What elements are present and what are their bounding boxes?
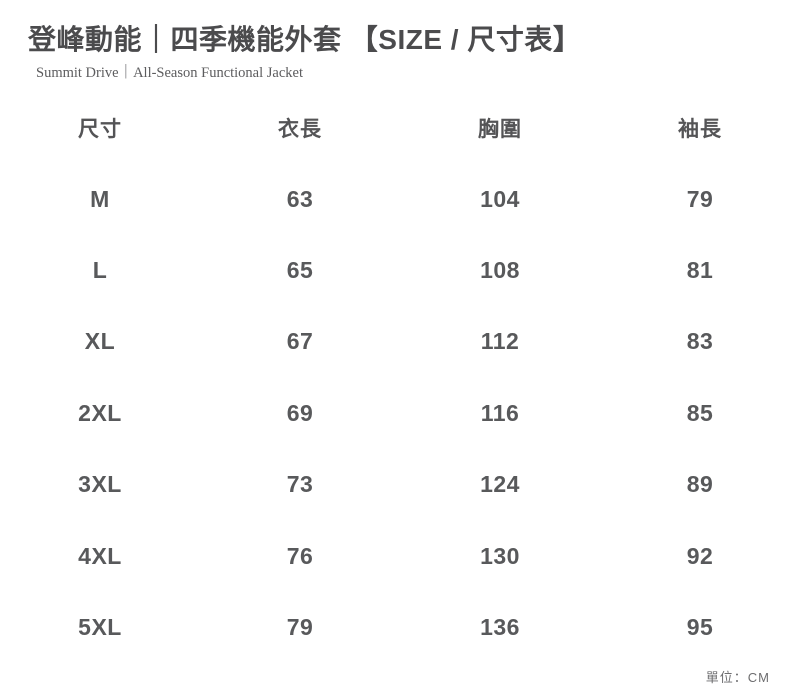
chest-value: 104 — [480, 185, 520, 212]
sleeve-value: 92 — [686, 542, 714, 569]
size-label: M — [90, 185, 110, 212]
chest-value: 136 — [480, 613, 520, 640]
table-row: XL 67 112 83 — [0, 306, 800, 377]
column-header-size: 尺寸 — [78, 117, 122, 141]
chest-value: 112 — [480, 328, 520, 355]
sleeve-value: 81 — [686, 256, 714, 283]
sleeve-value: 95 — [686, 613, 714, 640]
length-value: 76 — [286, 542, 314, 569]
size-label: XL — [84, 328, 116, 355]
column-header-chest: 胸圍 — [478, 117, 522, 141]
size-label: 4XL — [78, 542, 122, 569]
column-header-sleeve: 袖長 — [678, 117, 722, 141]
length-value: 63 — [286, 185, 314, 212]
table-row: 5XL 79 136 95 — [0, 592, 800, 663]
sleeve-value: 83 — [686, 328, 714, 355]
length-value: 69 — [286, 399, 314, 426]
size-label: 2XL — [78, 399, 122, 426]
chest-value: 108 — [480, 256, 520, 283]
table-row: 4XL 76 130 92 — [0, 520, 800, 591]
column-header-length: 衣長 — [278, 117, 322, 141]
sleeve-value: 85 — [686, 399, 714, 426]
table-row: L 65 108 81 — [0, 235, 800, 306]
chest-value: 124 — [480, 471, 520, 498]
length-value: 67 — [286, 328, 314, 355]
page-subtitle: Summit Drive｜All-Season Functional Jacke… — [36, 65, 304, 81]
chest-value: 116 — [480, 399, 520, 426]
size-label: 3XL — [78, 471, 122, 498]
table-row: M 63 104 79 — [0, 163, 800, 234]
header: 登峰動能｜四季機能外套 【SIZE / 尺寸表】 Summit Drive｜Al… — [28, 18, 581, 82]
table-row: 3XL 73 124 89 — [0, 449, 800, 520]
sleeve-value: 89 — [686, 471, 714, 498]
size-label: L — [92, 256, 108, 283]
length-value: 79 — [286, 613, 314, 640]
page-title: 登峰動能｜四季機能外套 【SIZE / 尺寸表】 — [28, 24, 582, 55]
table-body: M 63 104 79 L 65 108 81 XL 67 112 83 2XL 69 116 85 3XL 73… — [0, 163, 800, 663]
size-table: 尺寸 衣長 胸圍 袖長 M 63 104 79 L 65 108 81 XL 67 112 83 2XL… — [0, 92, 800, 663]
table-header-row: 尺寸 衣長 胸圍 袖長 — [0, 92, 800, 163]
chest-value: 130 — [480, 542, 520, 569]
size-label: 5XL — [78, 613, 122, 640]
table-row: 2XL 69 116 85 — [0, 378, 800, 449]
sleeve-value: 79 — [686, 185, 714, 212]
length-value: 65 — [286, 256, 314, 283]
length-value: 73 — [286, 471, 314, 498]
unit-note: 單位：CM — [705, 670, 770, 685]
